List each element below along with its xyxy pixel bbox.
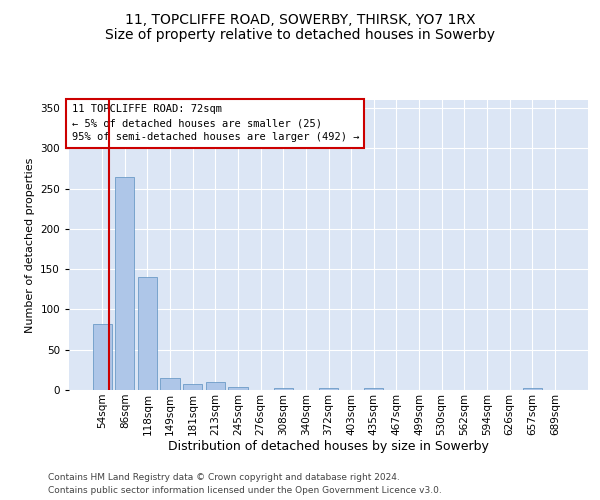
X-axis label: Distribution of detached houses by size in Sowerby: Distribution of detached houses by size … [168,440,489,454]
Text: 11, TOPCLIFFE ROAD, SOWERBY, THIRSK, YO7 1RX: 11, TOPCLIFFE ROAD, SOWERBY, THIRSK, YO7… [125,12,475,26]
Text: Contains public sector information licensed under the Open Government Licence v3: Contains public sector information licen… [48,486,442,495]
Bar [319,388,338,390]
Bar [115,176,134,390]
Text: 11 TOPCLIFFE ROAD: 72sqm
← 5% of detached houses are smaller (25)
95% of semi-de: 11 TOPCLIFFE ROAD: 72sqm ← 5% of detache… [71,104,359,142]
Bar [364,388,383,390]
Bar [229,387,248,390]
Text: Contains HM Land Registry data © Crown copyright and database right 2024.: Contains HM Land Registry data © Crown c… [48,472,400,482]
Bar [183,384,202,390]
Bar [206,382,225,390]
Text: Size of property relative to detached houses in Sowerby: Size of property relative to detached ho… [105,28,495,42]
Bar [138,277,157,390]
Bar [274,388,293,390]
Y-axis label: Number of detached properties: Number of detached properties [25,158,35,332]
Bar [92,324,112,390]
Bar [160,378,180,390]
Bar [523,388,542,390]
